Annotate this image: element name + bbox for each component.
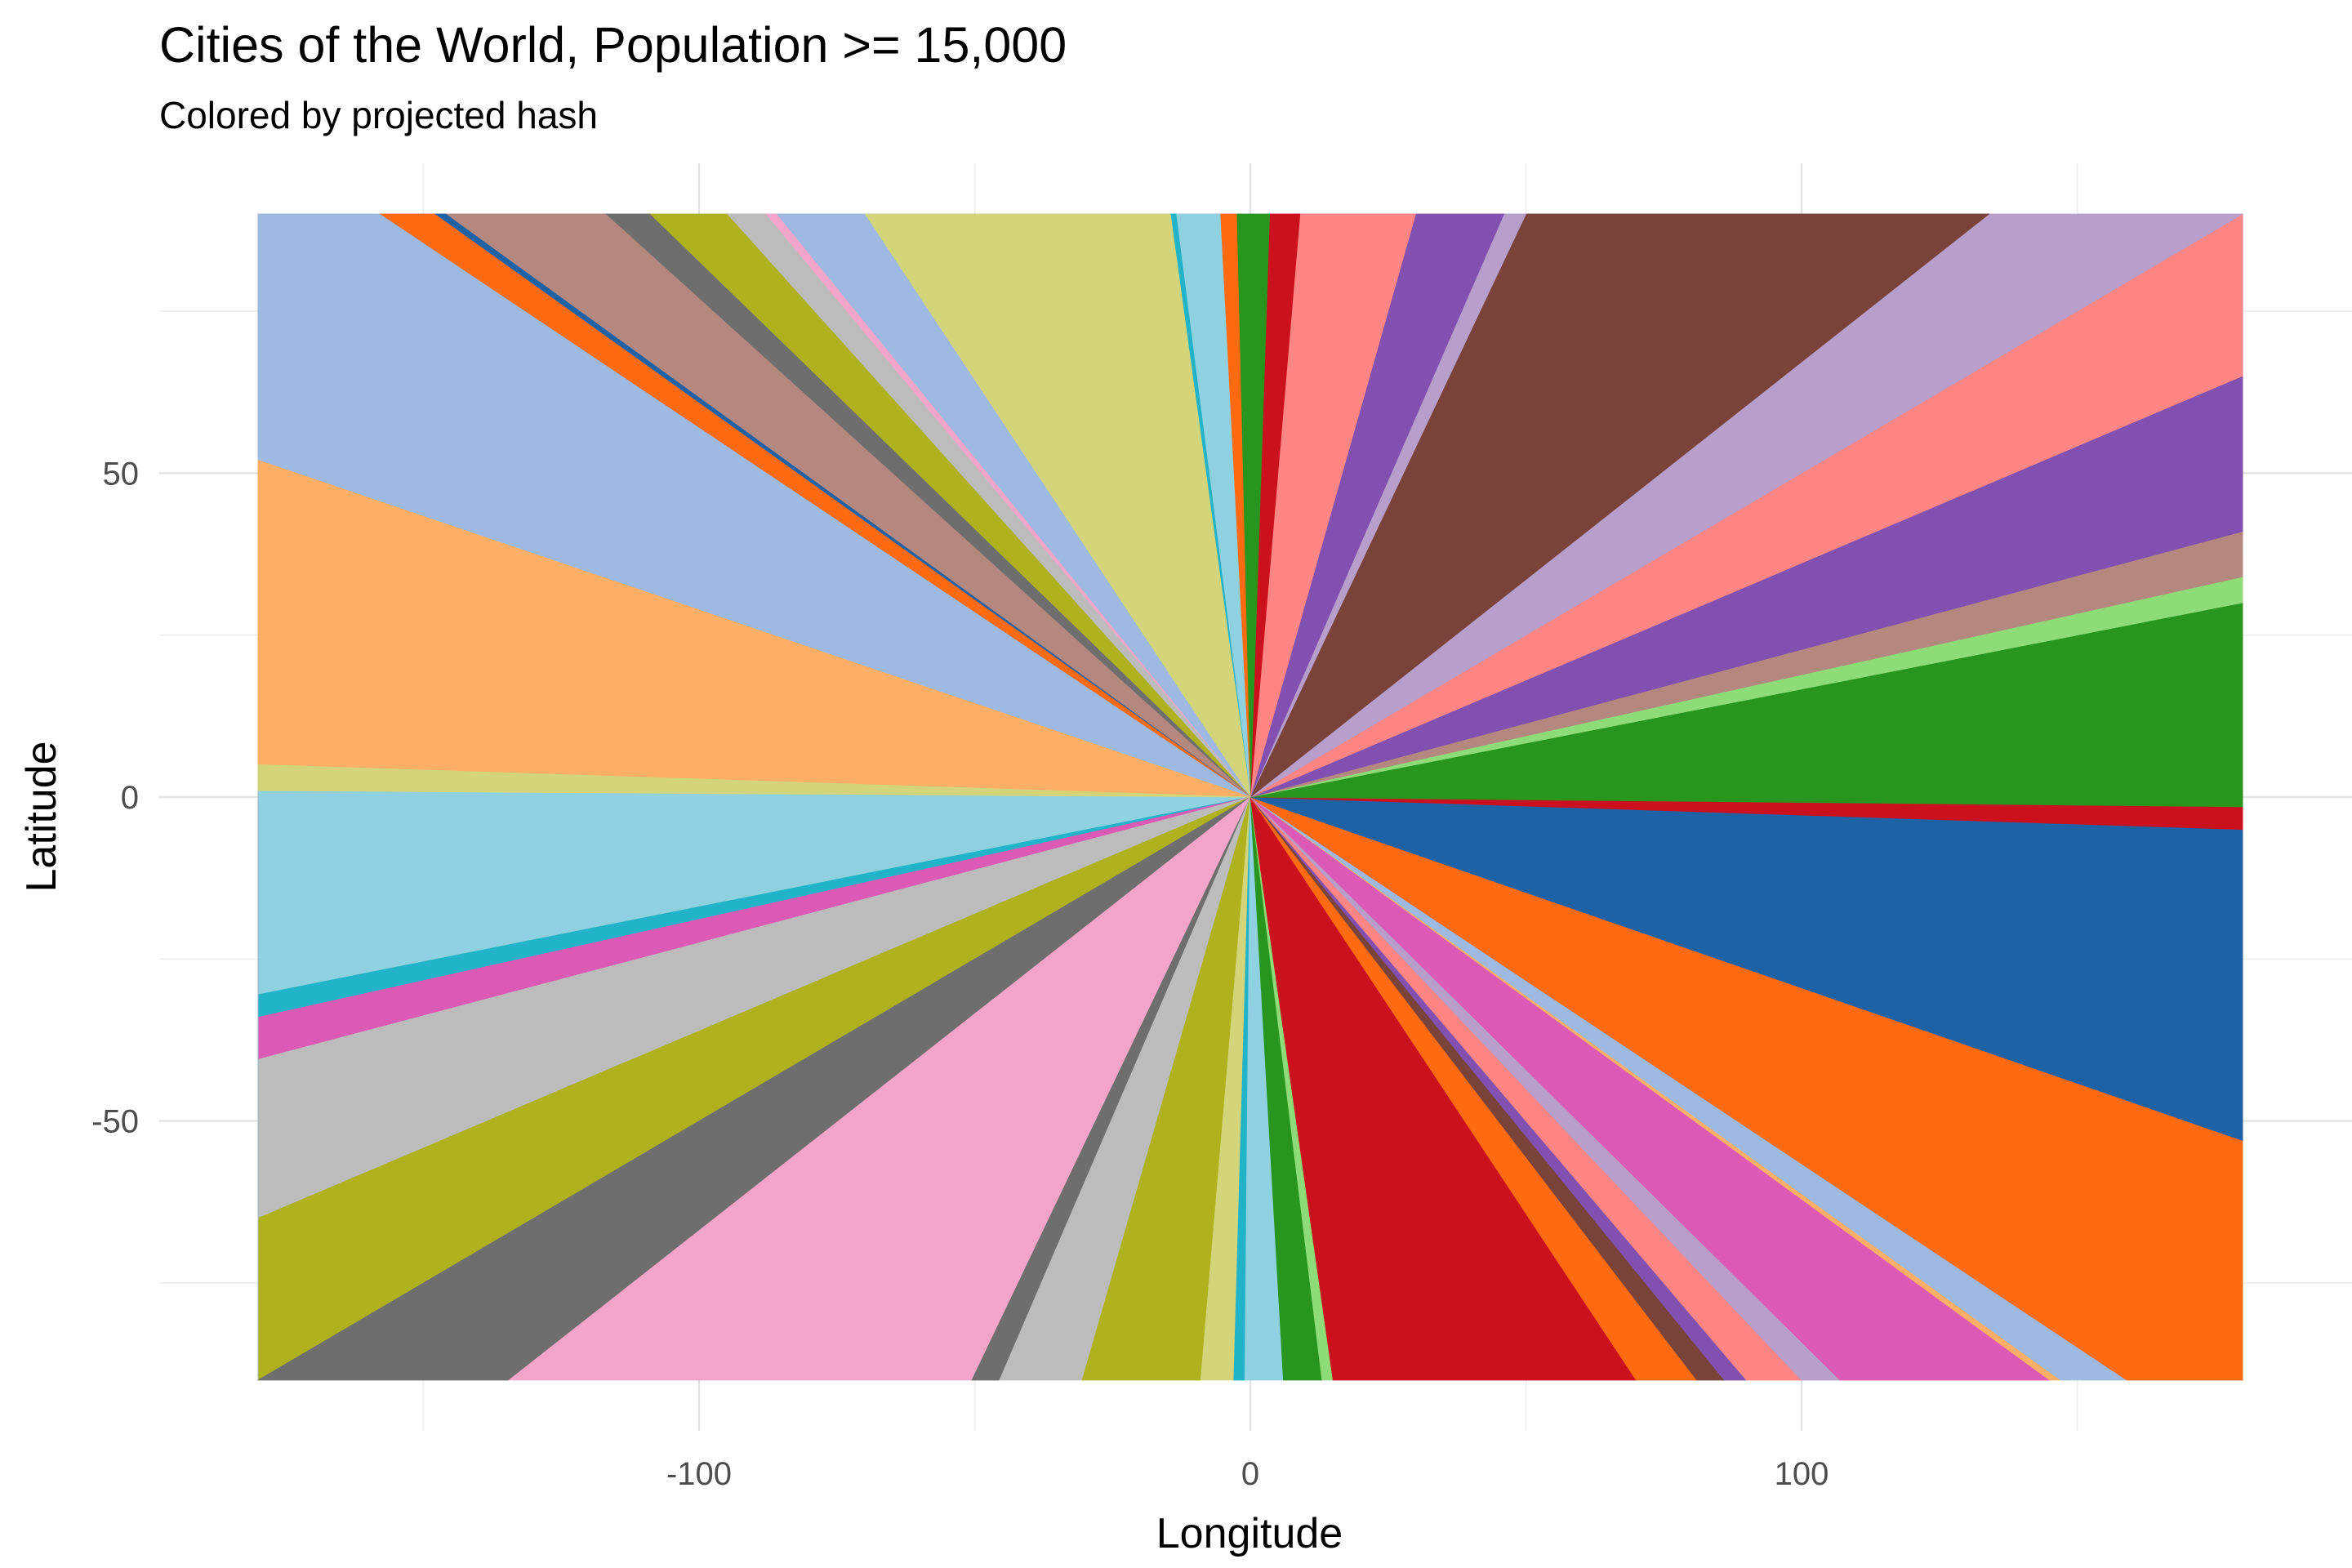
plot-area	[256, 213, 2244, 1381]
x-axis-title: Longitude	[1156, 1510, 1343, 1557]
x-tick-label: 100	[1775, 1456, 1829, 1492]
axis-ticks: -100 0 100 -50 0 50	[91, 456, 1829, 1492]
chart-subtitle: Colored by projected hash	[159, 94, 598, 136]
chart-title: Cities of the World, Population >= 15,00…	[159, 17, 1067, 73]
y-tick-label: 0	[121, 780, 139, 816]
y-axis-title: Latitude	[18, 741, 65, 892]
y-tick-label: 50	[103, 456, 140, 492]
x-tick-label: -100	[666, 1456, 732, 1492]
y-tick-label: -50	[91, 1104, 139, 1140]
x-tick-label: 0	[1241, 1456, 1259, 1492]
chart-sector	[257, 764, 1251, 798]
